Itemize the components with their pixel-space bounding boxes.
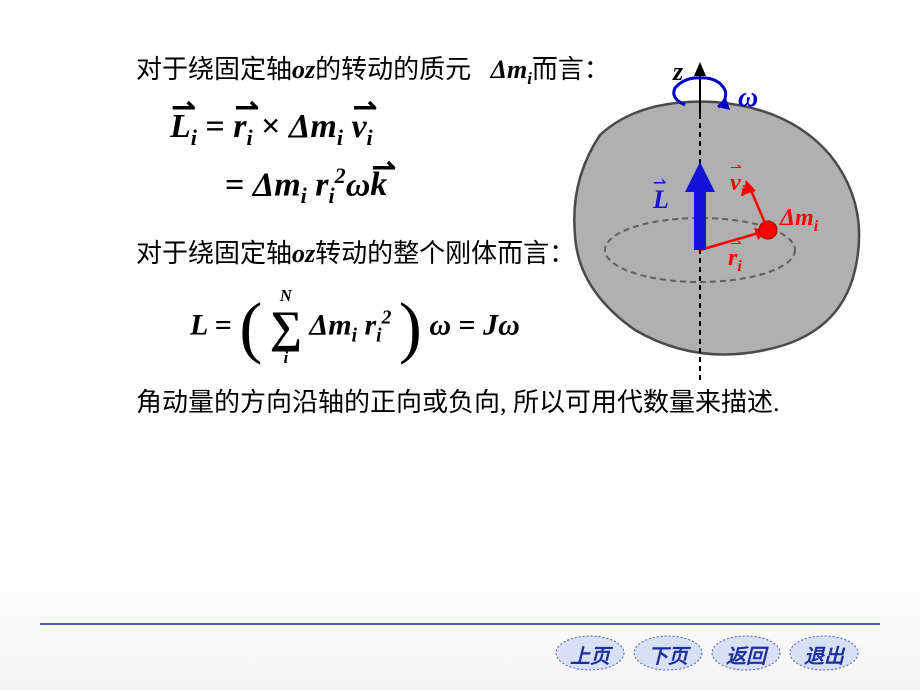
footer-divider	[40, 623, 880, 625]
svg-text:Δmi: Δmi	[779, 205, 819, 235]
rigid-body-diagram: z ω L ⇀ vi ⇀ Δmi ri ⇀	[540, 60, 880, 380]
svg-text:⇀: ⇀	[653, 175, 666, 192]
svg-text:ω: ω	[738, 82, 758, 113]
nav-bar: 上页 下页 返回 退出	[554, 634, 860, 672]
svg-text:⇀: ⇀	[730, 237, 742, 252]
nav-back[interactable]: 返回	[710, 634, 782, 672]
nav-prev[interactable]: 上页	[554, 634, 626, 672]
svg-text:z: z	[672, 60, 684, 86]
nav-next[interactable]: 下页	[632, 634, 704, 672]
paragraph-3: 角动量的方向沿轴的正向或负向, 所以可用代数量来描述.	[110, 383, 810, 422]
nav-exit[interactable]: 退出	[788, 634, 860, 672]
svg-text:⇀: ⇀	[730, 161, 742, 176]
